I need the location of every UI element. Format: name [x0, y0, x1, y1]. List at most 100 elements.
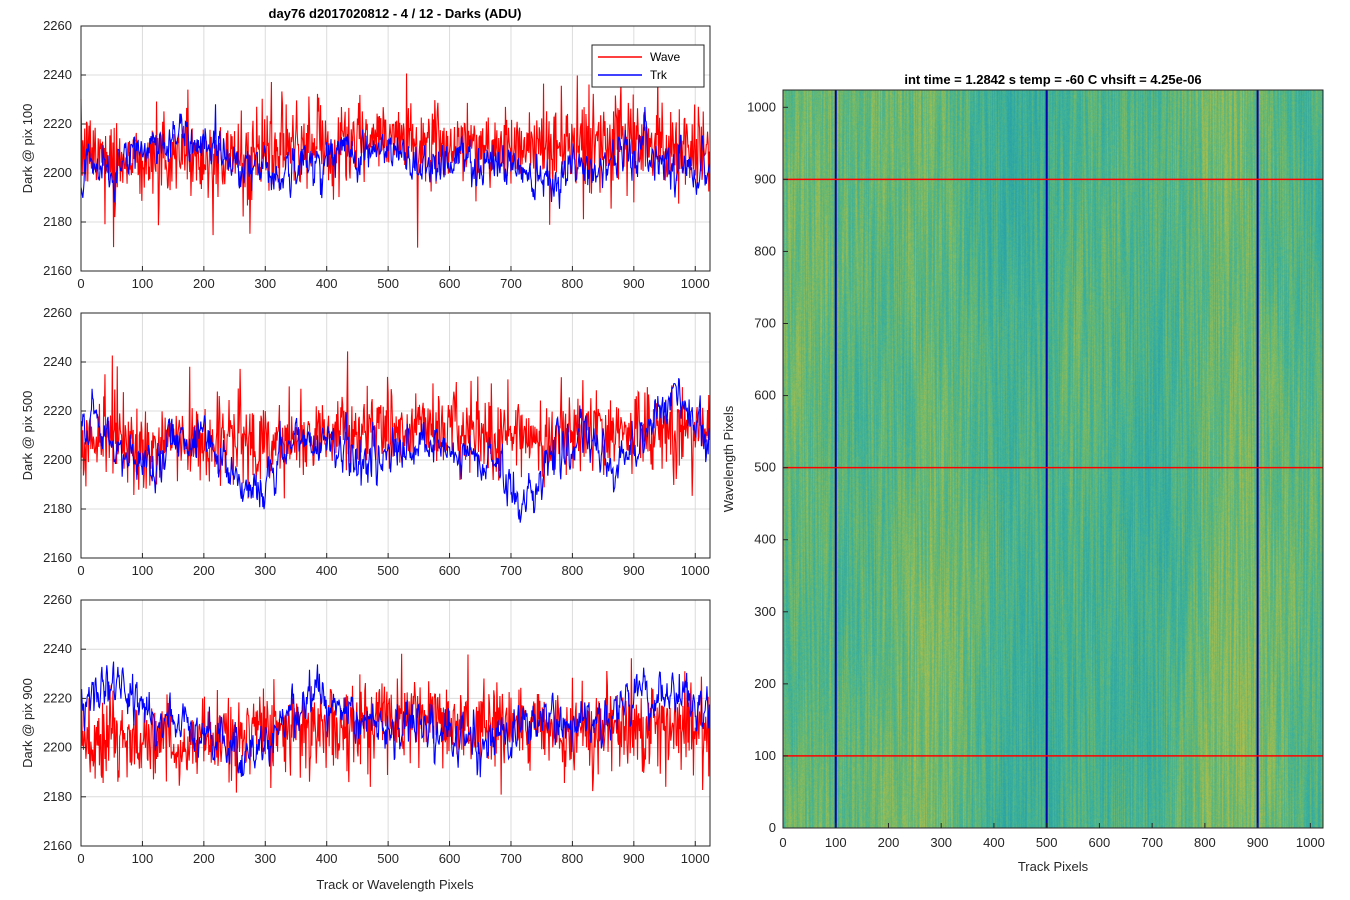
y-tick-label: 2200 [43, 452, 72, 467]
x-tick-label: 300 [930, 835, 952, 850]
y-tick-label: 2220 [43, 690, 72, 705]
x-tick-label: 0 [77, 563, 84, 578]
y-tick-label: 2160 [43, 838, 72, 853]
y-tick-label: 2240 [43, 641, 72, 656]
series-line-trk [80, 661, 710, 778]
x-tick-label: 500 [377, 276, 399, 291]
x-tick-label: 900 [623, 276, 645, 291]
line-plot-pix-100: 0 100 200 300 400 500 600 700 800 900 1000 2160 2180… [20, 18, 711, 291]
x-tick-label: 500 [1036, 835, 1058, 850]
y-axis-label: Wavelength Pixels [721, 405, 736, 512]
x-tick-label: 700 [500, 851, 522, 866]
y-tick-label: 2220 [43, 116, 72, 131]
x-tick-label: 700 [500, 276, 522, 291]
y-tick-label: 2160 [43, 263, 72, 278]
line-plot-pix-500: 0 100 200 300 400 500 600 700 800 900 1000 2160 2180… [20, 305, 711, 578]
x-tick-label: 300 [254, 851, 276, 866]
y-tick-label: 700 [754, 316, 776, 331]
x-tick-label: 500 [377, 563, 399, 578]
y-tick-label: 100 [754, 748, 776, 763]
x-tick-label: 800 [562, 851, 584, 866]
y-tick-label: 2180 [43, 789, 72, 804]
x-tick-label: 400 [316, 851, 338, 866]
x-tick-label: 600 [439, 276, 461, 291]
x-tick-label: 600 [439, 851, 461, 866]
x-tick-label: 200 [193, 276, 215, 291]
x-tick-label: 1000 [681, 276, 710, 291]
y-tick-label: 2200 [43, 740, 72, 755]
legend-label-wave: Wave [650, 50, 681, 64]
x-axis-label: Track or Wavelength Pixels [316, 877, 474, 892]
x-tick-label: 900 [623, 563, 645, 578]
legend[interactable]: Wave Trk [591, 44, 705, 88]
x-tick-label: 1000 [681, 563, 710, 578]
x-tick-label: 800 [1194, 835, 1216, 850]
y-tick-label: 2240 [43, 354, 72, 369]
heatmap-title: int time = 1.2842 s temp = -60 C vhsift … [904, 72, 1201, 87]
x-tick-label: 900 [623, 851, 645, 866]
y-tick-label: 2160 [43, 550, 72, 565]
x-tick-label: 1000 [681, 851, 710, 866]
series-line-wave [80, 653, 710, 795]
y-tick-label: 2260 [43, 305, 72, 320]
x-tick-label: 300 [254, 563, 276, 578]
y-axis-label: Dark @ pix 900 [20, 678, 35, 768]
x-tick-label: 300 [254, 276, 276, 291]
y-tick-label: 300 [754, 604, 776, 619]
x-tick-label: 600 [1089, 835, 1111, 850]
x-tick-label: 100 [132, 851, 154, 866]
heatmap-frame [782, 89, 1324, 829]
series-line-trk [80, 104, 710, 209]
y-tick-label: 200 [754, 676, 776, 691]
y-tick-label: 2180 [43, 501, 72, 516]
y-tick-label: 0 [769, 820, 776, 835]
series-line-wave [80, 71, 710, 248]
series-line-trk [80, 378, 710, 523]
x-tick-label: 400 [316, 563, 338, 578]
y-tick-label: 400 [754, 532, 776, 547]
y-tick-label: 800 [754, 243, 776, 258]
y-tick-label: 2260 [43, 18, 72, 33]
dark-frame-heatmap: int time = 1.2842 s temp = -60 C vhsift … [721, 72, 1325, 874]
legend-box [591, 44, 705, 88]
x-tick-label: 700 [1141, 835, 1163, 850]
heatmap-image [783, 90, 1323, 828]
y-tick-label: 1000 [747, 99, 776, 114]
y-tick-label: 2260 [43, 592, 72, 607]
plot-frame [80, 312, 711, 559]
x-tick-label: 800 [562, 276, 584, 291]
x-tick-label: 100 [132, 563, 154, 578]
figure-title-group: day76 d2017020812 - 4 / 12 - Darks (ADU) [269, 6, 522, 21]
x-tick-label: 400 [983, 835, 1005, 850]
x-tick-label: 100 [825, 835, 847, 850]
y-tick-label: 2180 [43, 214, 72, 229]
x-axis-label: Track Pixels [1018, 859, 1089, 874]
y-tick-label: 2200 [43, 165, 72, 180]
y-tick-label: 900 [754, 171, 776, 186]
x-tick-label: 200 [878, 835, 900, 850]
y-tick-label: 600 [754, 388, 776, 403]
x-tick-label: 600 [439, 563, 461, 578]
x-tick-label: 200 [193, 563, 215, 578]
y-tick-label: 2220 [43, 403, 72, 418]
x-tick-label: 400 [316, 276, 338, 291]
x-tick-label: 200 [193, 851, 215, 866]
y-tick-label: 500 [754, 460, 776, 475]
x-tick-label: 800 [562, 563, 584, 578]
plot-frame [80, 599, 711, 847]
x-tick-label: 0 [779, 835, 786, 850]
x-tick-label: 1000 [1296, 835, 1325, 850]
figure-title: day76 d2017020812 - 4 / 12 - Darks (ADU) [269, 6, 522, 21]
y-tick-label: 2240 [43, 67, 72, 82]
line-plot-pix-900: 0 100 200 300 400 500 600 700 800 900 1000 2160 2180… [20, 592, 711, 892]
x-tick-label: 100 [132, 276, 154, 291]
x-tick-label: 0 [77, 851, 84, 866]
y-axis-label: Dark @ pix 500 [20, 391, 35, 481]
x-tick-label: 900 [1247, 835, 1269, 850]
x-tick-label: 500 [377, 851, 399, 866]
x-tick-label: 700 [500, 563, 522, 578]
y-axis-label: Dark @ pix 100 [20, 104, 35, 194]
legend-label-trk: Trk [650, 68, 668, 82]
x-tick-label: 0 [77, 276, 84, 291]
